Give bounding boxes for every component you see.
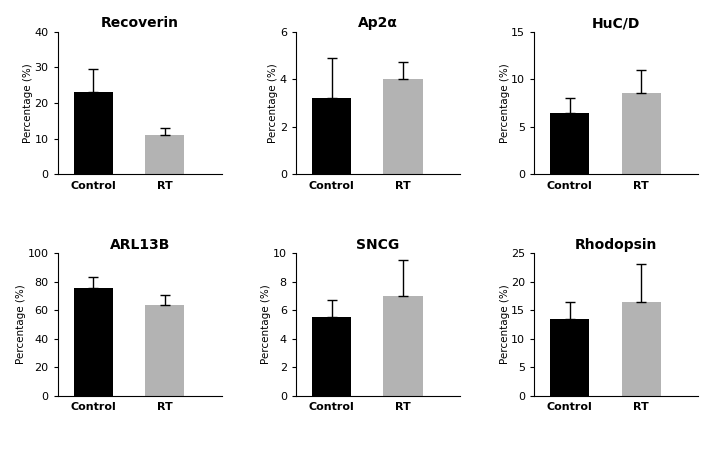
Y-axis label: Percentage (%): Percentage (%) — [23, 63, 33, 143]
Title: Ap2α: Ap2α — [358, 16, 398, 30]
Title: ARL13B: ARL13B — [109, 238, 170, 252]
Bar — [73, 92, 113, 175]
Bar — [73, 288, 113, 396]
Bar — [383, 296, 423, 396]
Y-axis label: Percentage (%): Percentage (%) — [261, 285, 271, 365]
Bar — [145, 305, 184, 396]
Bar — [145, 135, 184, 175]
Title: HuC/D: HuC/D — [592, 16, 640, 30]
Bar — [383, 79, 423, 175]
Bar — [312, 98, 351, 175]
Bar — [550, 319, 590, 396]
Title: Recoverin: Recoverin — [101, 16, 179, 30]
Title: Rhodopsin: Rhodopsin — [575, 238, 657, 252]
Y-axis label: Percentage (%): Percentage (%) — [500, 63, 510, 143]
Bar — [312, 317, 351, 396]
Y-axis label: Percentage (%): Percentage (%) — [16, 285, 26, 365]
Y-axis label: Percentage (%): Percentage (%) — [500, 285, 510, 365]
Bar — [550, 112, 590, 175]
Title: SNCG: SNCG — [356, 238, 400, 252]
Bar — [621, 302, 661, 396]
Bar — [621, 94, 661, 175]
Y-axis label: Percentage (%): Percentage (%) — [269, 63, 279, 143]
